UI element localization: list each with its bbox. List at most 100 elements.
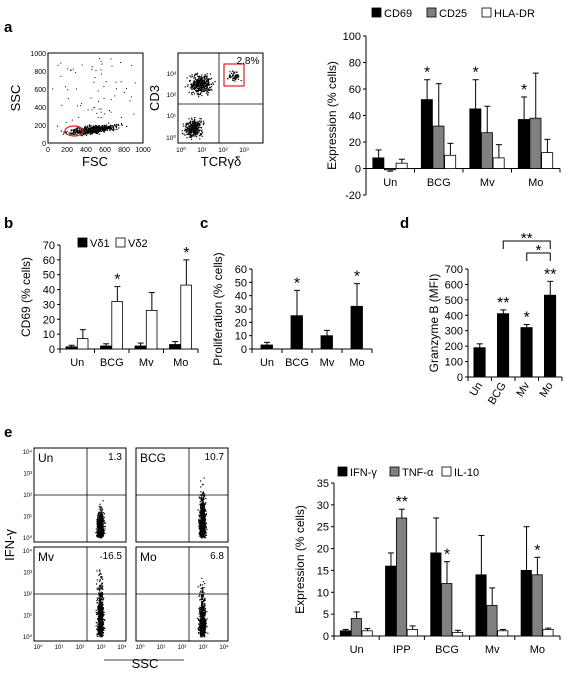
event-dot <box>95 125 97 127</box>
event-dot <box>99 572 101 574</box>
event-dot <box>98 631 100 633</box>
event-dot <box>107 127 109 129</box>
event-dot <box>101 518 103 520</box>
event-dot <box>109 126 111 128</box>
event-dot <box>202 505 204 507</box>
event-dot <box>200 89 202 91</box>
event-dot <box>92 130 94 132</box>
event-dot <box>84 127 86 129</box>
gd-tcell-gate <box>223 63 245 87</box>
event-dot <box>97 629 99 632</box>
event-dot <box>100 618 102 621</box>
event-dot <box>236 75 238 77</box>
event-dot <box>197 87 200 90</box>
event-dot <box>210 88 212 90</box>
event-dot <box>187 123 189 125</box>
event-dot <box>203 75 205 77</box>
y-tick-label: 500 <box>445 295 463 307</box>
event-dot <box>203 530 205 532</box>
event-dot <box>209 73 211 75</box>
panel-letter-e: e <box>4 424 12 441</box>
event-dot <box>199 626 202 628</box>
event-dot <box>197 120 199 122</box>
event-dot <box>200 633 202 636</box>
event-dot <box>98 600 100 602</box>
legend-swatch <box>115 237 126 248</box>
event-dot <box>189 126 191 128</box>
event-dot <box>97 526 99 528</box>
event-dot <box>208 89 210 92</box>
event-dot <box>102 633 104 635</box>
event-dot <box>99 521 101 523</box>
event-dot <box>96 602 98 604</box>
event-dot <box>233 76 235 78</box>
bar-e <box>339 630 351 637</box>
event-dot <box>197 81 199 83</box>
event-dot <box>201 524 203 527</box>
event-dot <box>200 86 202 88</box>
event-dot <box>200 486 202 488</box>
bar-b <box>65 346 78 350</box>
event-dot <box>101 632 103 634</box>
event-dot <box>195 133 197 135</box>
event-dot <box>102 631 104 634</box>
event-dot <box>99 530 101 532</box>
significance-bracket <box>502 240 551 249</box>
event-dot <box>200 523 202 525</box>
event-dot <box>205 619 207 622</box>
event-dot <box>100 531 102 533</box>
event-dot <box>195 126 197 128</box>
event-dot <box>99 537 101 539</box>
event-dot <box>98 125 100 127</box>
event-dot <box>202 483 204 485</box>
event-dot <box>88 127 90 129</box>
event-dot <box>203 498 205 500</box>
event-dot <box>199 129 201 131</box>
legend-swatch <box>441 466 452 477</box>
event-dot <box>102 130 105 132</box>
event-dot <box>93 81 95 83</box>
event-dot <box>97 517 99 519</box>
event-dot <box>201 591 203 593</box>
event-dot <box>202 631 204 633</box>
event-dot <box>100 532 103 534</box>
event-dot <box>96 524 98 526</box>
event-dot <box>199 622 201 624</box>
event-dot <box>101 73 103 75</box>
event-dot <box>200 522 202 524</box>
event-dot <box>196 85 198 87</box>
event-dot <box>101 520 103 522</box>
event-dot <box>105 127 107 129</box>
event-dot <box>194 124 196 126</box>
event-dot <box>100 633 102 635</box>
ifn-plot-condition: Un <box>38 451 53 465</box>
event-dot <box>99 580 101 583</box>
event-dot <box>229 77 231 79</box>
event-dot <box>202 623 204 625</box>
bar-e <box>531 574 543 637</box>
event-dot <box>199 594 201 596</box>
event-dot <box>198 89 200 91</box>
event-dot <box>188 129 190 131</box>
event-dot <box>201 610 203 612</box>
bracket-significance: ** <box>521 230 533 247</box>
event-dot <box>201 601 203 603</box>
event-dot <box>97 631 99 633</box>
event-dot <box>199 520 201 523</box>
event-dot <box>190 125 192 127</box>
event-dot <box>98 534 100 536</box>
event-dot <box>103 113 105 115</box>
event-dot <box>107 128 109 130</box>
event-dot <box>97 606 99 608</box>
event-dot <box>100 599 102 601</box>
event-dot <box>203 87 206 90</box>
y-tick-label: 10 <box>235 331 247 343</box>
bar-d <box>496 313 510 378</box>
event-dot <box>99 601 101 603</box>
event-dot <box>192 134 194 136</box>
event-dot <box>101 627 103 629</box>
event-dot <box>199 124 201 126</box>
event-dot <box>196 128 198 130</box>
event-dot <box>214 81 216 83</box>
